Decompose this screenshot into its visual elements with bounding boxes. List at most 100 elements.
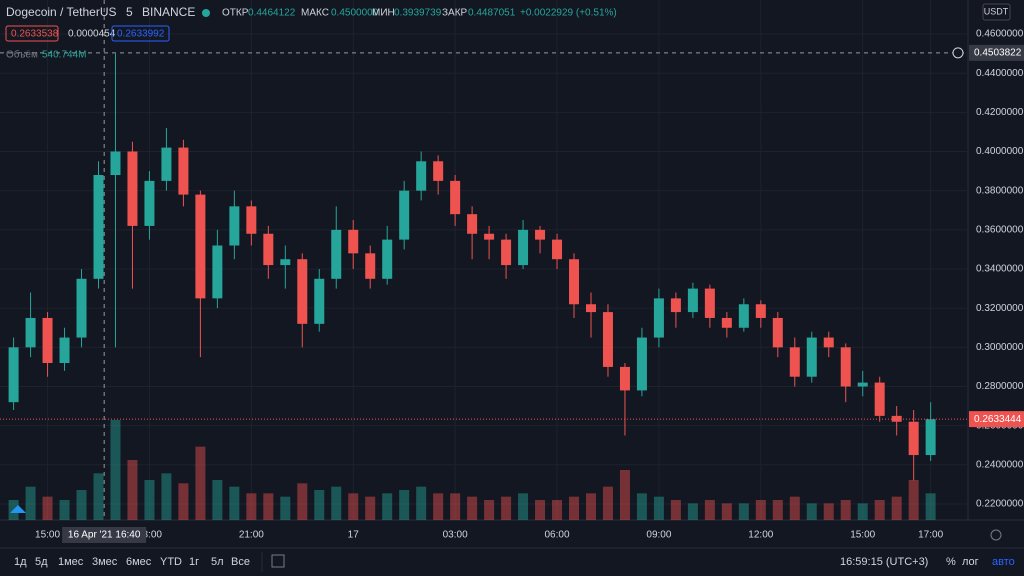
x-tick-label: 15:00 [35, 530, 60, 541]
candle-body [857, 382, 868, 387]
volume-bar [484, 500, 495, 520]
volume-bar [110, 420, 121, 520]
date-range-icon[interactable] [271, 554, 285, 568]
volume-bar [229, 486, 240, 520]
candle-body [195, 194, 206, 299]
volume-bar [399, 490, 410, 520]
candle-body [484, 233, 495, 240]
candle-body [467, 214, 478, 234]
volume-bar [297, 483, 308, 520]
buy-price[interactable]: 0.2633992 [117, 29, 165, 40]
volume-bar [212, 480, 223, 520]
volume-bars [8, 420, 936, 520]
volume-label: Объём [6, 49, 38, 61]
y-tick-label: 0.4000000 [976, 146, 1024, 157]
volume-bar [382, 493, 393, 520]
candle-body [569, 259, 580, 305]
volume-bar [246, 493, 257, 520]
volume-bar [127, 460, 138, 520]
range-button[interactable]: 5д [35, 556, 48, 568]
candle-body [772, 317, 783, 348]
range-button[interactable]: Все [231, 556, 250, 568]
volume-bar [823, 503, 834, 520]
grid: 0.22000000.24000000.26000000.28000000.30… [0, 0, 1024, 541]
volume-bar [891, 496, 902, 520]
volume-bar [840, 500, 851, 520]
y-tick-label: 0.2800000 [976, 381, 1024, 392]
candles [8, 53, 936, 481]
candle-body [925, 419, 936, 456]
candle-body [501, 239, 512, 266]
high-label: МАКС [301, 8, 329, 19]
auto-toggle[interactable]: авто [992, 556, 1015, 568]
range-button[interactable]: 6мес [126, 556, 152, 568]
y-tick-label: 0.3600000 [976, 224, 1024, 235]
y-tick-label: 0.4600000 [976, 29, 1024, 40]
volume-bar [721, 503, 732, 520]
candle-body [908, 421, 919, 456]
candle-body [535, 229, 546, 240]
y-tick-label: 0.3200000 [976, 303, 1024, 314]
volume-bar [857, 503, 868, 520]
sell-price[interactable]: 0.2633538 [11, 29, 59, 40]
candle-body [585, 304, 596, 313]
volume-bar [25, 486, 36, 520]
volume-bar [687, 503, 698, 520]
candle-body [738, 304, 749, 328]
add-alert-icon[interactable] [952, 47, 964, 59]
buy-box[interactable] [111, 25, 170, 42]
volume-bar [59, 500, 70, 520]
low-label: МИН [372, 8, 395, 19]
volume-bar [93, 473, 104, 520]
volume-bar [908, 480, 919, 520]
range-button[interactable]: 1г [189, 556, 199, 568]
volume-bar [467, 496, 478, 520]
range-button[interactable]: 5л [211, 556, 224, 568]
currency-box[interactable] [982, 3, 1011, 21]
candle-body [8, 347, 19, 403]
candle-body [144, 180, 155, 226]
x-tick-label: 06:00 [545, 530, 570, 541]
x-tick-label: 03:00 [443, 530, 468, 541]
range-button[interactable]: 1д [14, 556, 27, 568]
volume-bar [806, 503, 817, 520]
range-button[interactable]: YTD [160, 556, 182, 568]
volume-bar [535, 500, 546, 520]
change-value: +0.0022929 (+0.51%) [520, 8, 617, 19]
volume-bar [925, 493, 936, 520]
volume-bar [569, 496, 580, 520]
last-price-label: 0.2633444 [974, 414, 1022, 425]
settings-icon[interactable] [990, 529, 1002, 541]
candle-body [602, 312, 613, 367]
candle-body [552, 239, 563, 260]
open-value: 0.4464122 [248, 8, 296, 19]
candle-body [229, 206, 240, 246]
x-tick-label: 09:00 [646, 530, 671, 541]
candle-body [721, 317, 732, 328]
candle-body [619, 366, 630, 391]
volume-bar [433, 493, 444, 520]
candle-body [110, 151, 121, 175]
y-tick-label: 0.2200000 [976, 499, 1024, 510]
sell-box[interactable] [5, 25, 59, 42]
volume-bar [331, 486, 342, 520]
log-toggle[interactable]: лог [962, 556, 979, 568]
toolbar: 1д 5д 1мес 3мес 6мес YTD 1г 5л Все 16:59:15 (UTC+… [14, 556, 1015, 568]
range-button[interactable]: 3мес [92, 556, 118, 568]
volume-bar [670, 500, 681, 520]
percent-toggle[interactable]: % [946, 556, 956, 568]
logo [10, 505, 26, 513]
candle-body [297, 259, 308, 324]
currency[interactable]: USDT [984, 6, 1009, 16]
candle-body [704, 288, 715, 318]
y-tick-label: 0.4400000 [976, 68, 1024, 79]
volume-bar [653, 496, 664, 520]
spread: 0.0000454 [68, 29, 116, 40]
crosshair-y-tag [969, 44, 1024, 61]
range-button[interactable]: 1мес [58, 556, 84, 568]
candle-body [93, 175, 104, 279]
volume-bar [263, 493, 274, 520]
candle-body [25, 317, 36, 348]
